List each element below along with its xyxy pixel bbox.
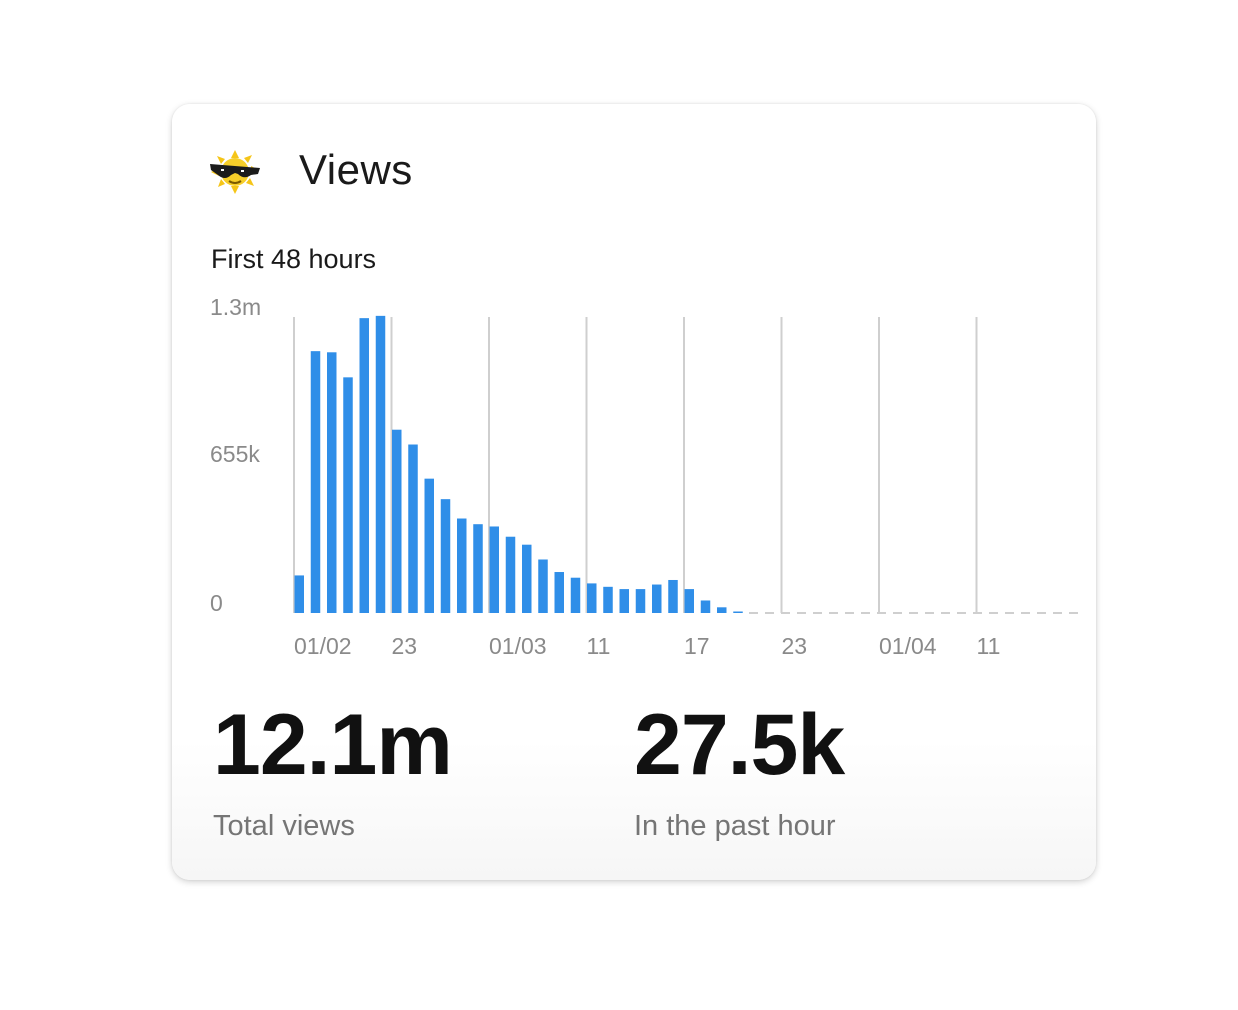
x-tick-label-2: 01/03 [489,633,547,659]
bar-2 [327,352,337,613]
bar-4 [359,318,369,613]
total-views-value: 12.1m [213,697,453,793]
bar-6 [392,429,402,613]
bar-11 [473,524,483,613]
bar-22 [652,584,662,613]
x-tick-label-4: 17 [684,633,710,659]
views-bar-chart: 0 655k 1.3m 01/02 23 01/03 11 17 23 01/04 11 [210,294,1084,659]
views-card: Views First 48 hours 0 655k 1.3m 01/02 23 01/… [172,104,1096,880]
bar-19 [603,586,613,613]
chart-subtitle: First 48 hours [211,244,377,274]
x-tick-label-6: 01/04 [879,633,937,659]
x-tick-label-0: 01/02 [294,633,352,659]
bar-13 [505,536,516,613]
bar-20 [619,589,629,613]
x-tick-label-5: 23 [782,633,808,659]
total-views-label: Total views [213,810,355,842]
x-tick-label-1: 23 [392,633,418,659]
bar-1 [310,351,321,613]
x-tick-label-7: 11 [977,633,1001,659]
bar-0 [294,575,304,613]
bar-3 [343,377,353,613]
bar-21 [635,589,646,613]
card-title: Views [299,146,413,193]
sunglasses-sun-icon [210,150,260,194]
bar-12 [489,526,499,613]
bar-5 [375,315,386,613]
bar-15 [538,559,548,613]
total-views-stat: 12.1m Total views [213,697,453,843]
bar-9 [440,499,451,613]
bar-16 [554,572,564,613]
y-tick-label-0: 0 [210,590,223,616]
bar-18 [587,583,597,613]
bar-27 [733,611,743,613]
past-hour-label: In the past hour [634,810,836,842]
bar-26 [717,607,727,613]
past-hour-value: 27.5k [634,697,845,793]
bar-23 [668,579,678,613]
bar-8 [424,478,434,613]
bar-14 [522,544,532,613]
x-tick-label-3: 11 [587,633,611,659]
past-hour-stat: 27.5k In the past hour [634,697,845,843]
y-tick-label-2: 1.3m [210,294,261,320]
bar-17 [570,577,581,613]
bar-7 [408,444,418,613]
bar-10 [457,518,467,613]
bar-24 [684,589,694,613]
bar-25 [700,600,711,613]
y-tick-label-1: 655k [210,441,260,467]
